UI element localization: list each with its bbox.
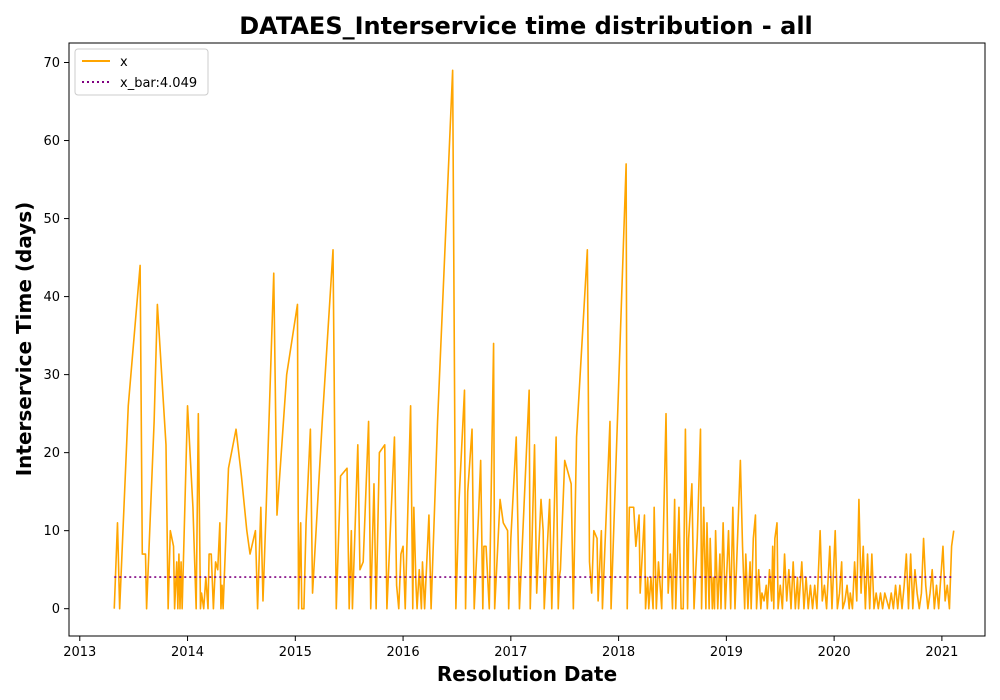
x-tick-label: 2017 [494, 645, 527, 660]
y-tick-label: 10 [43, 524, 60, 539]
y-axis-label: Interservice Time (days) [12, 202, 36, 477]
legend: x x_bar:4.049 [74, 48, 209, 96]
x-tick-label: 2015 [279, 645, 312, 660]
y-tick-label: 20 [43, 446, 60, 461]
y-tick-label: 30 [43, 368, 60, 383]
legend-label-x: x [120, 55, 128, 70]
series-line-x [113, 69, 955, 610]
y-tick-label: 40 [43, 290, 60, 305]
x-tick-label: 2019 [710, 645, 743, 660]
plot-area: 2013 2014 2015 2016 2017 2018 2019 2020 2021 0 10… [43, 42, 986, 660]
y-tick-label: 60 [43, 134, 60, 149]
x-axis-ticks: 2013 2014 2015 2016 2017 2018 2019 2020 2021 [63, 636, 958, 660]
x-tick-label: 2021 [925, 645, 958, 660]
chart-title: DATAES_Interservice time distribution - … [239, 12, 813, 40]
x-tick-label: 2018 [602, 645, 635, 660]
series-layer [113, 69, 955, 610]
x-tick-label: 2013 [63, 645, 96, 660]
plot-frame [68, 42, 986, 637]
y-tick-label: 50 [43, 212, 60, 227]
y-axis-ticks: 0 10 20 30 40 50 60 70 [43, 56, 69, 617]
y-tick-label: 70 [43, 56, 60, 71]
x-tick-label: 2020 [818, 645, 851, 660]
x-tick-label: 2016 [387, 645, 420, 660]
y-tick-label: 0 [52, 602, 60, 617]
x-axis-label: Resolution Date [437, 662, 617, 686]
legend-label-x-bar: x_bar:4.049 [120, 76, 197, 91]
x-tick-label: 2014 [171, 645, 204, 660]
